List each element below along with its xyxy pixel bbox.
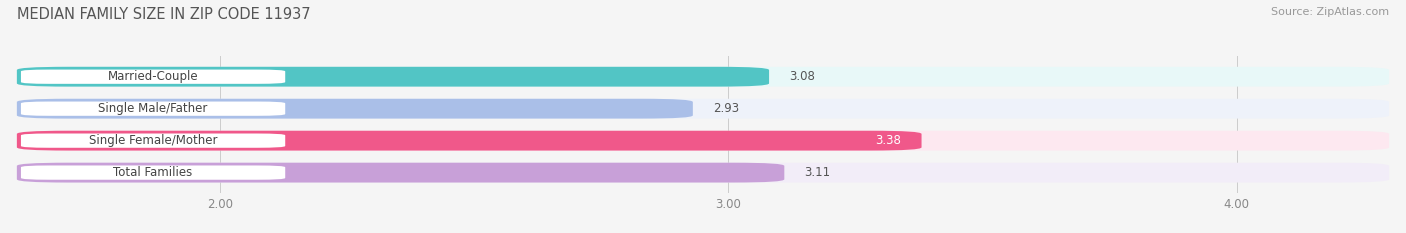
Text: Married-Couple: Married-Couple [108, 70, 198, 83]
Text: Source: ZipAtlas.com: Source: ZipAtlas.com [1271, 7, 1389, 17]
FancyBboxPatch shape [17, 131, 921, 151]
Text: Single Female/Mother: Single Female/Mother [89, 134, 218, 147]
FancyBboxPatch shape [21, 70, 285, 84]
Text: MEDIAN FAMILY SIZE IN ZIP CODE 11937: MEDIAN FAMILY SIZE IN ZIP CODE 11937 [17, 7, 311, 22]
FancyBboxPatch shape [17, 99, 693, 119]
FancyBboxPatch shape [17, 99, 1389, 119]
FancyBboxPatch shape [21, 102, 285, 116]
Text: 3.38: 3.38 [876, 134, 901, 147]
FancyBboxPatch shape [17, 163, 785, 182]
FancyBboxPatch shape [21, 165, 285, 180]
Text: Total Families: Total Families [114, 166, 193, 179]
Text: Single Male/Father: Single Male/Father [98, 102, 208, 115]
FancyBboxPatch shape [17, 163, 1389, 182]
FancyBboxPatch shape [21, 134, 285, 148]
Text: 3.08: 3.08 [789, 70, 815, 83]
FancyBboxPatch shape [17, 131, 1389, 151]
Text: 2.93: 2.93 [713, 102, 740, 115]
Text: 3.11: 3.11 [804, 166, 831, 179]
FancyBboxPatch shape [17, 67, 769, 87]
FancyBboxPatch shape [17, 67, 1389, 87]
